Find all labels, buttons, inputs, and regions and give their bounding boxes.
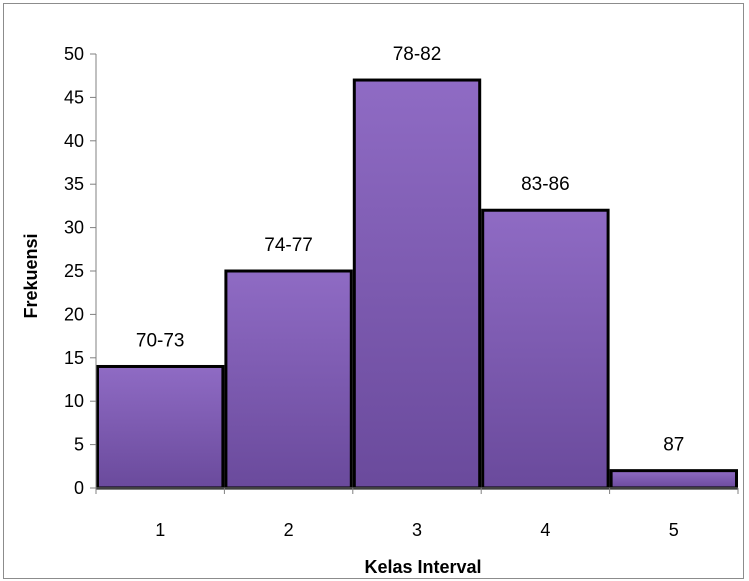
x-tick-label: 1 <box>155 520 165 540</box>
x-tick-label: 4 <box>540 520 550 540</box>
bar-data-label: 74-77 <box>264 235 313 256</box>
bar <box>224 269 353 490</box>
y-tick-label: 45 <box>64 87 84 107</box>
y-tick-label: 10 <box>64 391 84 411</box>
x-axis-title: Kelas Interval <box>364 557 481 577</box>
bar-data-label: 70-73 <box>136 330 185 351</box>
bar <box>96 364 225 490</box>
y-tick-label: 15 <box>64 348 84 368</box>
y-axis-ticks: 0 5 10 15 20 25 30 35 40 45 50 <box>64 44 96 498</box>
y-tick-label: 35 <box>64 174 84 194</box>
x-tick-label: 2 <box>284 520 294 540</box>
bar-data-label: 87 <box>663 435 684 456</box>
x-axis-ticks: 1 2 3 4 5 <box>95 488 739 540</box>
axes <box>95 54 738 489</box>
x-tick-label: 3 <box>412 520 422 540</box>
y-tick-label: 20 <box>64 304 84 324</box>
bar-data-label: 83-86 <box>521 174 570 195</box>
bars <box>96 78 738 490</box>
y-tick-label: 50 <box>64 44 84 64</box>
y-tick-label: 40 <box>64 131 84 151</box>
bar <box>352 78 482 490</box>
bar <box>481 208 610 490</box>
x-tick-label: 5 <box>669 520 679 540</box>
y-tick-label: 25 <box>64 261 84 281</box>
data-labels: 70-73 74-77 78-82 83-86 87 <box>136 44 684 456</box>
y-tick-label: 5 <box>74 435 84 455</box>
y-axis-title: Frekuensi <box>21 233 41 318</box>
bar <box>609 469 738 490</box>
bar-data-label: 78-82 <box>393 44 442 65</box>
y-tick-label: 0 <box>74 478 84 498</box>
y-tick-label: 30 <box>64 218 84 238</box>
